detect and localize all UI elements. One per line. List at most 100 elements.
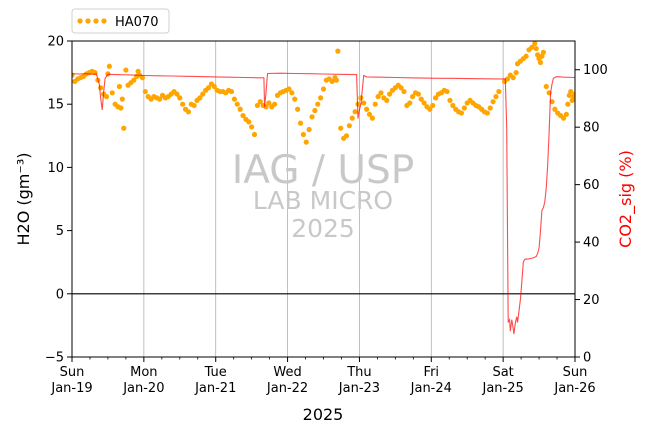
- data-point-ha070: [415, 91, 421, 97]
- data-point-ha070: [286, 86, 292, 92]
- y-left-tick-label: 20: [47, 35, 64, 50]
- data-point-ha070: [180, 101, 186, 107]
- x-tick-day: Thu: [346, 365, 371, 380]
- data-point-ha070: [257, 99, 263, 105]
- data-point-ha070: [315, 101, 321, 107]
- data-point-ha070: [300, 131, 306, 138]
- data-point-ha070: [320, 86, 327, 92]
- data-point-ha070: [174, 91, 180, 97]
- data-point-ha070: [532, 41, 538, 47]
- x-tick-day: Sun: [563, 365, 588, 380]
- data-point-ha070: [493, 94, 499, 100]
- x-tick-label: Jan-25: [482, 381, 524, 396]
- legend-dot: [93, 18, 99, 24]
- data-point-ha070: [384, 97, 390, 104]
- y-right-tick-label: 60: [583, 178, 600, 193]
- data-point-ha070: [200, 91, 206, 97]
- x-tick-label: Jan-23: [338, 381, 380, 396]
- data-point-ha070: [496, 88, 502, 95]
- y-right-tick-label: 40: [583, 236, 600, 251]
- data-point-ha070: [297, 120, 304, 126]
- data-point-ha070: [121, 125, 127, 131]
- x-tick-day: Sun: [60, 365, 85, 380]
- data-point-ha070: [563, 111, 569, 117]
- x-axis-title: 2025: [303, 405, 344, 424]
- data-point-ha070: [565, 101, 571, 107]
- data-point-ha070: [410, 94, 416, 100]
- data-point-ha070: [185, 109, 192, 115]
- x-tick-label: Jan-19: [50, 381, 92, 396]
- data-point-ha070: [510, 75, 516, 81]
- y-left-axis-title: H2O (gm⁻³): [14, 153, 33, 246]
- data-point-ha070: [401, 88, 407, 95]
- data-point-ha070: [398, 85, 404, 91]
- watermark: IAG / USP LAB MICRO 2025: [232, 148, 414, 243]
- data-point-ha070: [513, 70, 519, 76]
- data-point-ha070: [103, 94, 110, 100]
- data-point-ha070: [504, 76, 511, 82]
- data-point-ha070: [458, 110, 465, 116]
- data-point-ha070: [205, 85, 212, 91]
- legend-marker-ha070: [77, 18, 107, 24]
- data-point-ha070: [254, 102, 260, 109]
- series-co2-sig-line: [72, 72, 575, 335]
- x-tick-day: Wed: [273, 365, 301, 380]
- x-tick-label: Jan-20: [122, 381, 164, 396]
- data-point-ha070: [369, 115, 375, 121]
- data-point-ha070: [246, 119, 252, 125]
- data-point-ha070: [306, 126, 312, 133]
- data-point-ha070: [418, 96, 424, 102]
- data-point-ha070: [303, 139, 309, 145]
- data-point-ha070: [197, 95, 203, 101]
- data-point-ha070: [552, 106, 558, 112]
- data-point-ha070: [333, 77, 340, 83]
- data-point-ha070: [523, 53, 529, 59]
- data-point-ha070: [427, 106, 433, 112]
- data-point-ha070: [142, 88, 148, 95]
- data-point-ha070: [228, 88, 235, 95]
- y-right-axis: 0 20 40 60 80 100: [575, 63, 608, 366]
- watermark-line-1: IAG / USP: [232, 148, 414, 193]
- data-point-ha070: [540, 49, 546, 55]
- x-tick-day: Fri: [424, 365, 440, 380]
- data-point-ha070: [119, 96, 125, 102]
- data-point-ha070: [338, 125, 344, 131]
- data-point-ha070: [234, 101, 240, 107]
- data-point-ha070: [109, 90, 115, 96]
- data-point-ha070: [309, 114, 315, 120]
- legend-box: [71, 8, 170, 34]
- data-point-ha070: [312, 107, 318, 114]
- watermark-line-3: 2025: [291, 214, 355, 243]
- data-point-ha070: [346, 123, 352, 129]
- data-point-ha070: [292, 96, 298, 102]
- data-point-ha070: [343, 133, 350, 139]
- data-point-ha070: [375, 94, 381, 100]
- data-point-ha070: [487, 105, 493, 111]
- watermark-line-2: LAB MICRO: [253, 186, 393, 215]
- data-point-ha070: [568, 88, 574, 95]
- y-left-tick-label: 0: [56, 287, 64, 302]
- data-point-ha070: [157, 96, 163, 102]
- data-point-ha070: [432, 95, 439, 101]
- x-tick-label: Jan-21: [194, 381, 236, 396]
- data-point-ha070: [378, 90, 384, 96]
- x-tick-label: Jan-24: [410, 381, 452, 396]
- x-tick-day: Sat: [492, 365, 513, 380]
- data-point-ha070: [118, 105, 124, 111]
- data-point-ha070: [450, 102, 456, 109]
- data-point-ha070: [387, 91, 393, 97]
- data-point-ha070: [266, 100, 272, 106]
- y-left-tick-label: 15: [47, 98, 64, 113]
- x-tick-day: Tue: [204, 365, 227, 380]
- y-right-tick-label: 100: [583, 63, 608, 78]
- legend: HA070: [71, 8, 170, 34]
- data-point-ha070: [349, 115, 355, 121]
- data-point-ha070: [251, 131, 258, 138]
- data-point-ha070: [240, 112, 246, 119]
- data-point-ha070: [191, 102, 197, 109]
- data-point-ha070: [352, 109, 358, 115]
- data-point-ha070: [123, 67, 129, 73]
- x-tick-label: Jan-22: [266, 381, 308, 396]
- y-left-tick-label: −5: [45, 351, 64, 366]
- data-point-ha070: [249, 124, 255, 130]
